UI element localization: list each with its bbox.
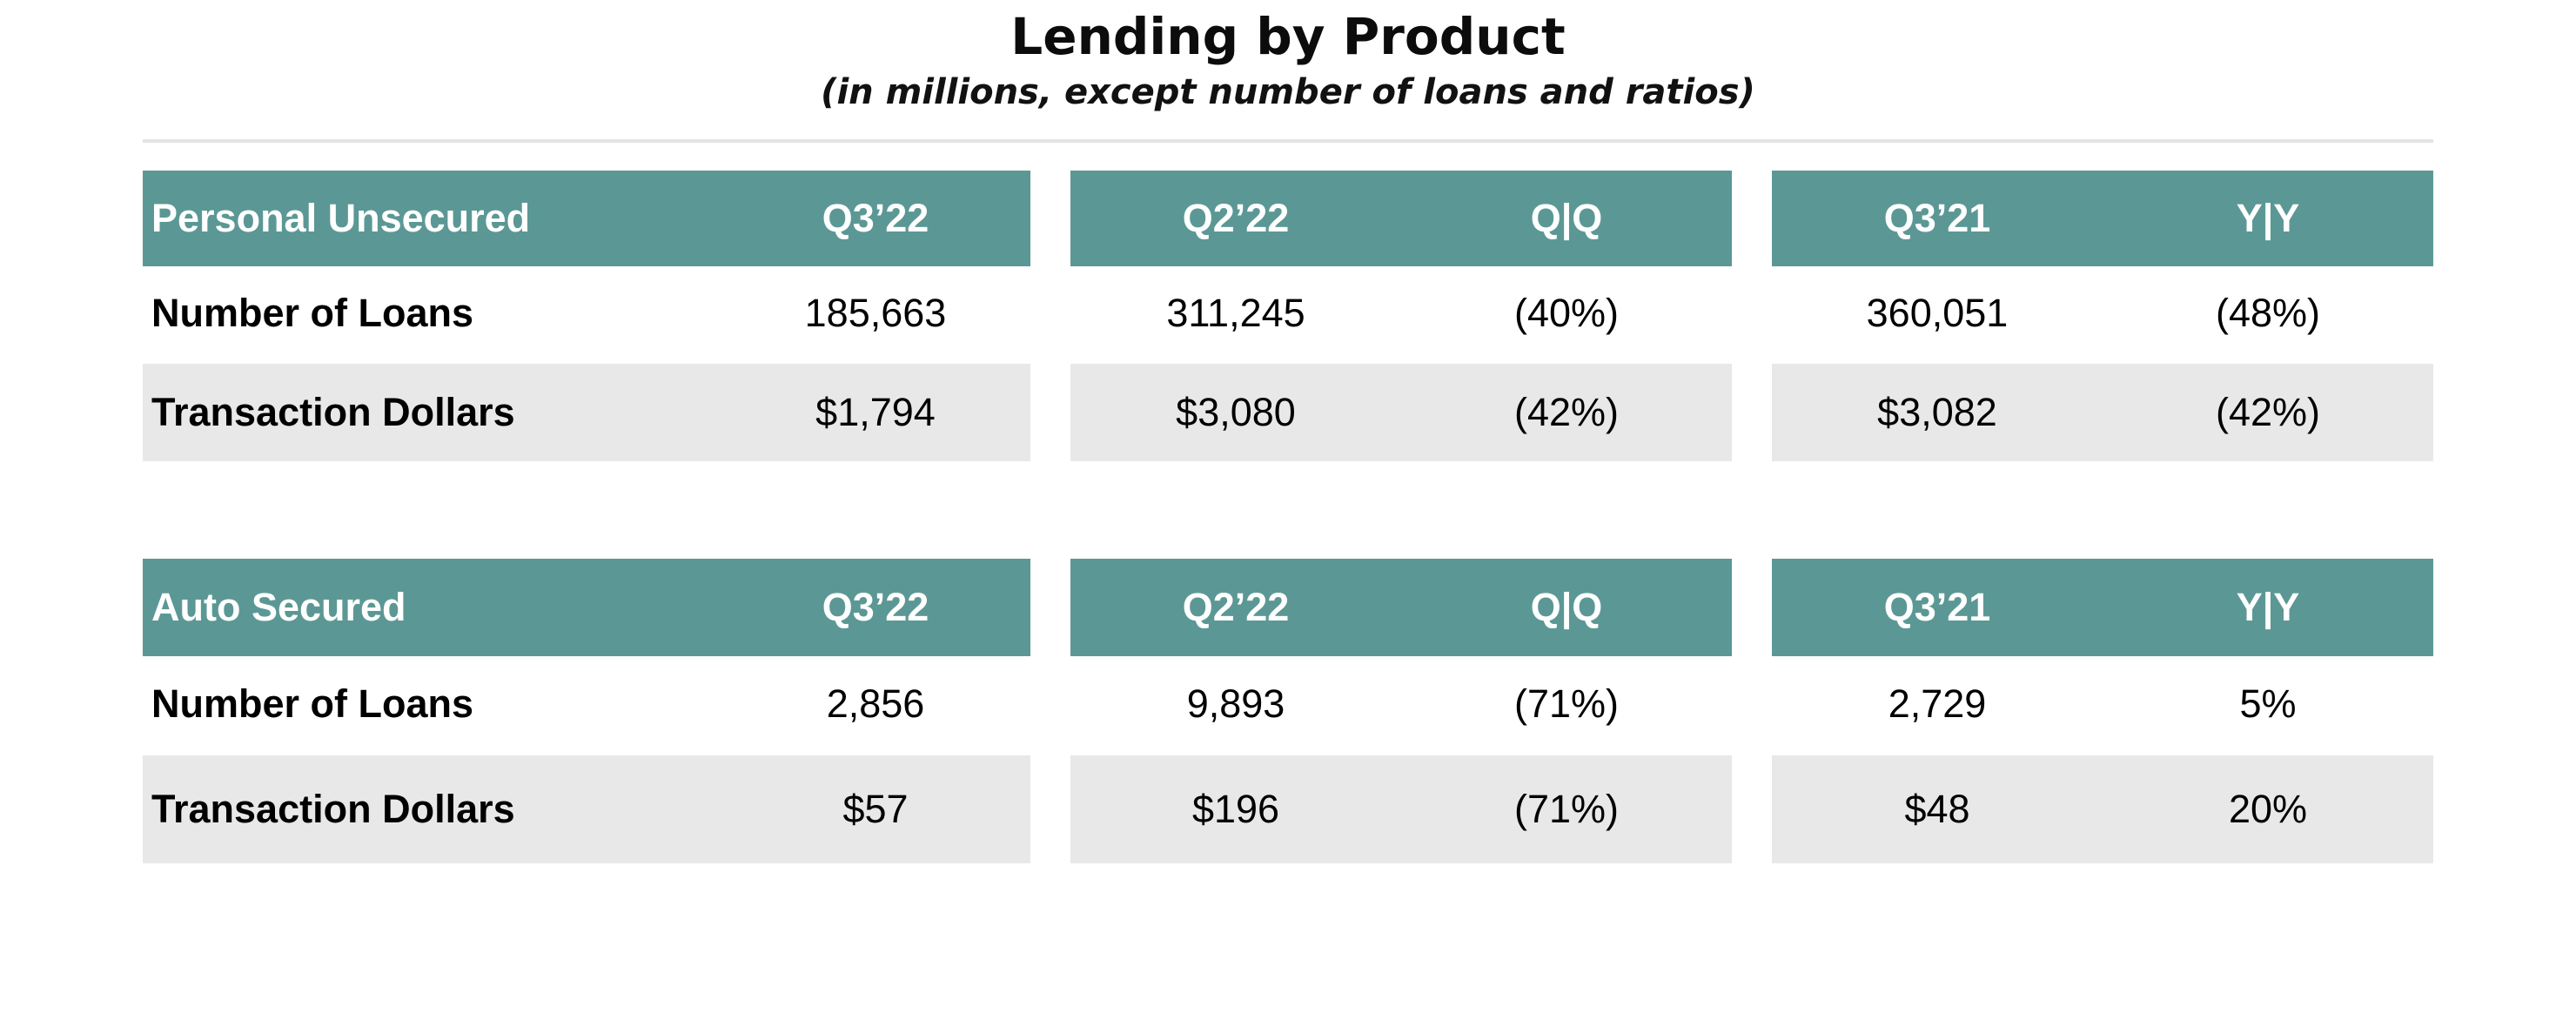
- table-row: Transaction Dollars $57 $196 (71%) $48 2…: [0, 755, 2576, 863]
- table-row: Number of Loans 185,663 311,245 (40%) 36…: [0, 266, 2576, 360]
- table-cell: 360,051: [1866, 291, 2009, 335]
- table-cell: (42%): [2215, 390, 2321, 434]
- table-row: Transaction Dollars $1,794 $3,080 (42%) …: [0, 364, 2576, 461]
- table-cell: 20%: [2228, 787, 2308, 831]
- column-header: Q3’22: [822, 196, 929, 240]
- table-cell: $57: [842, 787, 909, 831]
- table-cell: 5%: [2239, 681, 2297, 726]
- column-header: Y|Y: [2236, 585, 2300, 629]
- row-label: Transaction Dollars: [151, 787, 515, 831]
- column-header: Q3’21: [1883, 585, 1991, 629]
- table-row: Number of Loans 2,856 9,893 (71%) 2,729 …: [0, 656, 2576, 752]
- column-header: Q2’22: [1182, 585, 1290, 629]
- header-block-prior-year: [1772, 171, 2433, 266]
- page-title: Lending by Product: [1010, 7, 1566, 66]
- table-cell: (48%): [2215, 291, 2321, 335]
- table-cell: $1,794: [815, 390, 936, 434]
- product-heading: Personal Unsecured: [151, 196, 531, 240]
- column-header: Q2’22: [1182, 196, 1290, 240]
- header-block-prior-quarter: [1070, 171, 1732, 266]
- table-cell: $3,080: [1176, 390, 1296, 434]
- header-block-prior-year: [1772, 559, 2433, 656]
- column-header: Q3’22: [822, 585, 929, 629]
- row-label: Transaction Dollars: [151, 390, 515, 434]
- column-header: Y|Y: [2236, 196, 2300, 240]
- table-cell: 9,893: [1186, 681, 1285, 726]
- table-cell: $196: [1191, 787, 1280, 831]
- row-shade: [1772, 755, 2433, 863]
- row-shade: [143, 364, 1030, 461]
- table-cell: (71%): [1513, 787, 1620, 831]
- row-shade: [143, 755, 1030, 863]
- personal-unsecured-table: Personal Unsecured Q3’22 Q2’22 Q|Q Q3’21…: [0, 171, 2576, 461]
- table-cell: (71%): [1513, 681, 1620, 726]
- row-shade: [1070, 755, 1732, 863]
- page-subtitle: (in millions, except number of loans and…: [821, 72, 1755, 112]
- table-cell: 311,245: [1166, 291, 1305, 335]
- table-cell: 2,729: [1888, 681, 1987, 726]
- table-cell: (40%): [1513, 291, 1620, 335]
- table-cell: $48: [1904, 787, 1970, 831]
- row-shade: [1070, 364, 1732, 461]
- table-cell: 2,856: [826, 681, 925, 726]
- column-header: Q|Q: [1530, 585, 1603, 629]
- column-header: Q3’21: [1883, 196, 1991, 240]
- column-header: Q|Q: [1530, 196, 1603, 240]
- table-cell: (42%): [1513, 390, 1620, 434]
- header-block-prior-quarter: [1070, 559, 1732, 656]
- auto-secured-table: Auto Secured Q3’22 Q2’22 Q|Q Q3’21 Y|Y N…: [0, 559, 2576, 863]
- row-label: Number of Loans: [151, 291, 474, 335]
- table-cell: $3,082: [1877, 390, 1997, 434]
- table-cell: 185,663: [804, 291, 947, 335]
- title-divider: [143, 139, 2433, 143]
- header-block-current: [143, 559, 1030, 656]
- row-label: Number of Loans: [151, 681, 474, 726]
- product-heading: Auto Secured: [151, 585, 406, 629]
- row-shade: [1772, 364, 2433, 461]
- header-block-current: [143, 171, 1030, 266]
